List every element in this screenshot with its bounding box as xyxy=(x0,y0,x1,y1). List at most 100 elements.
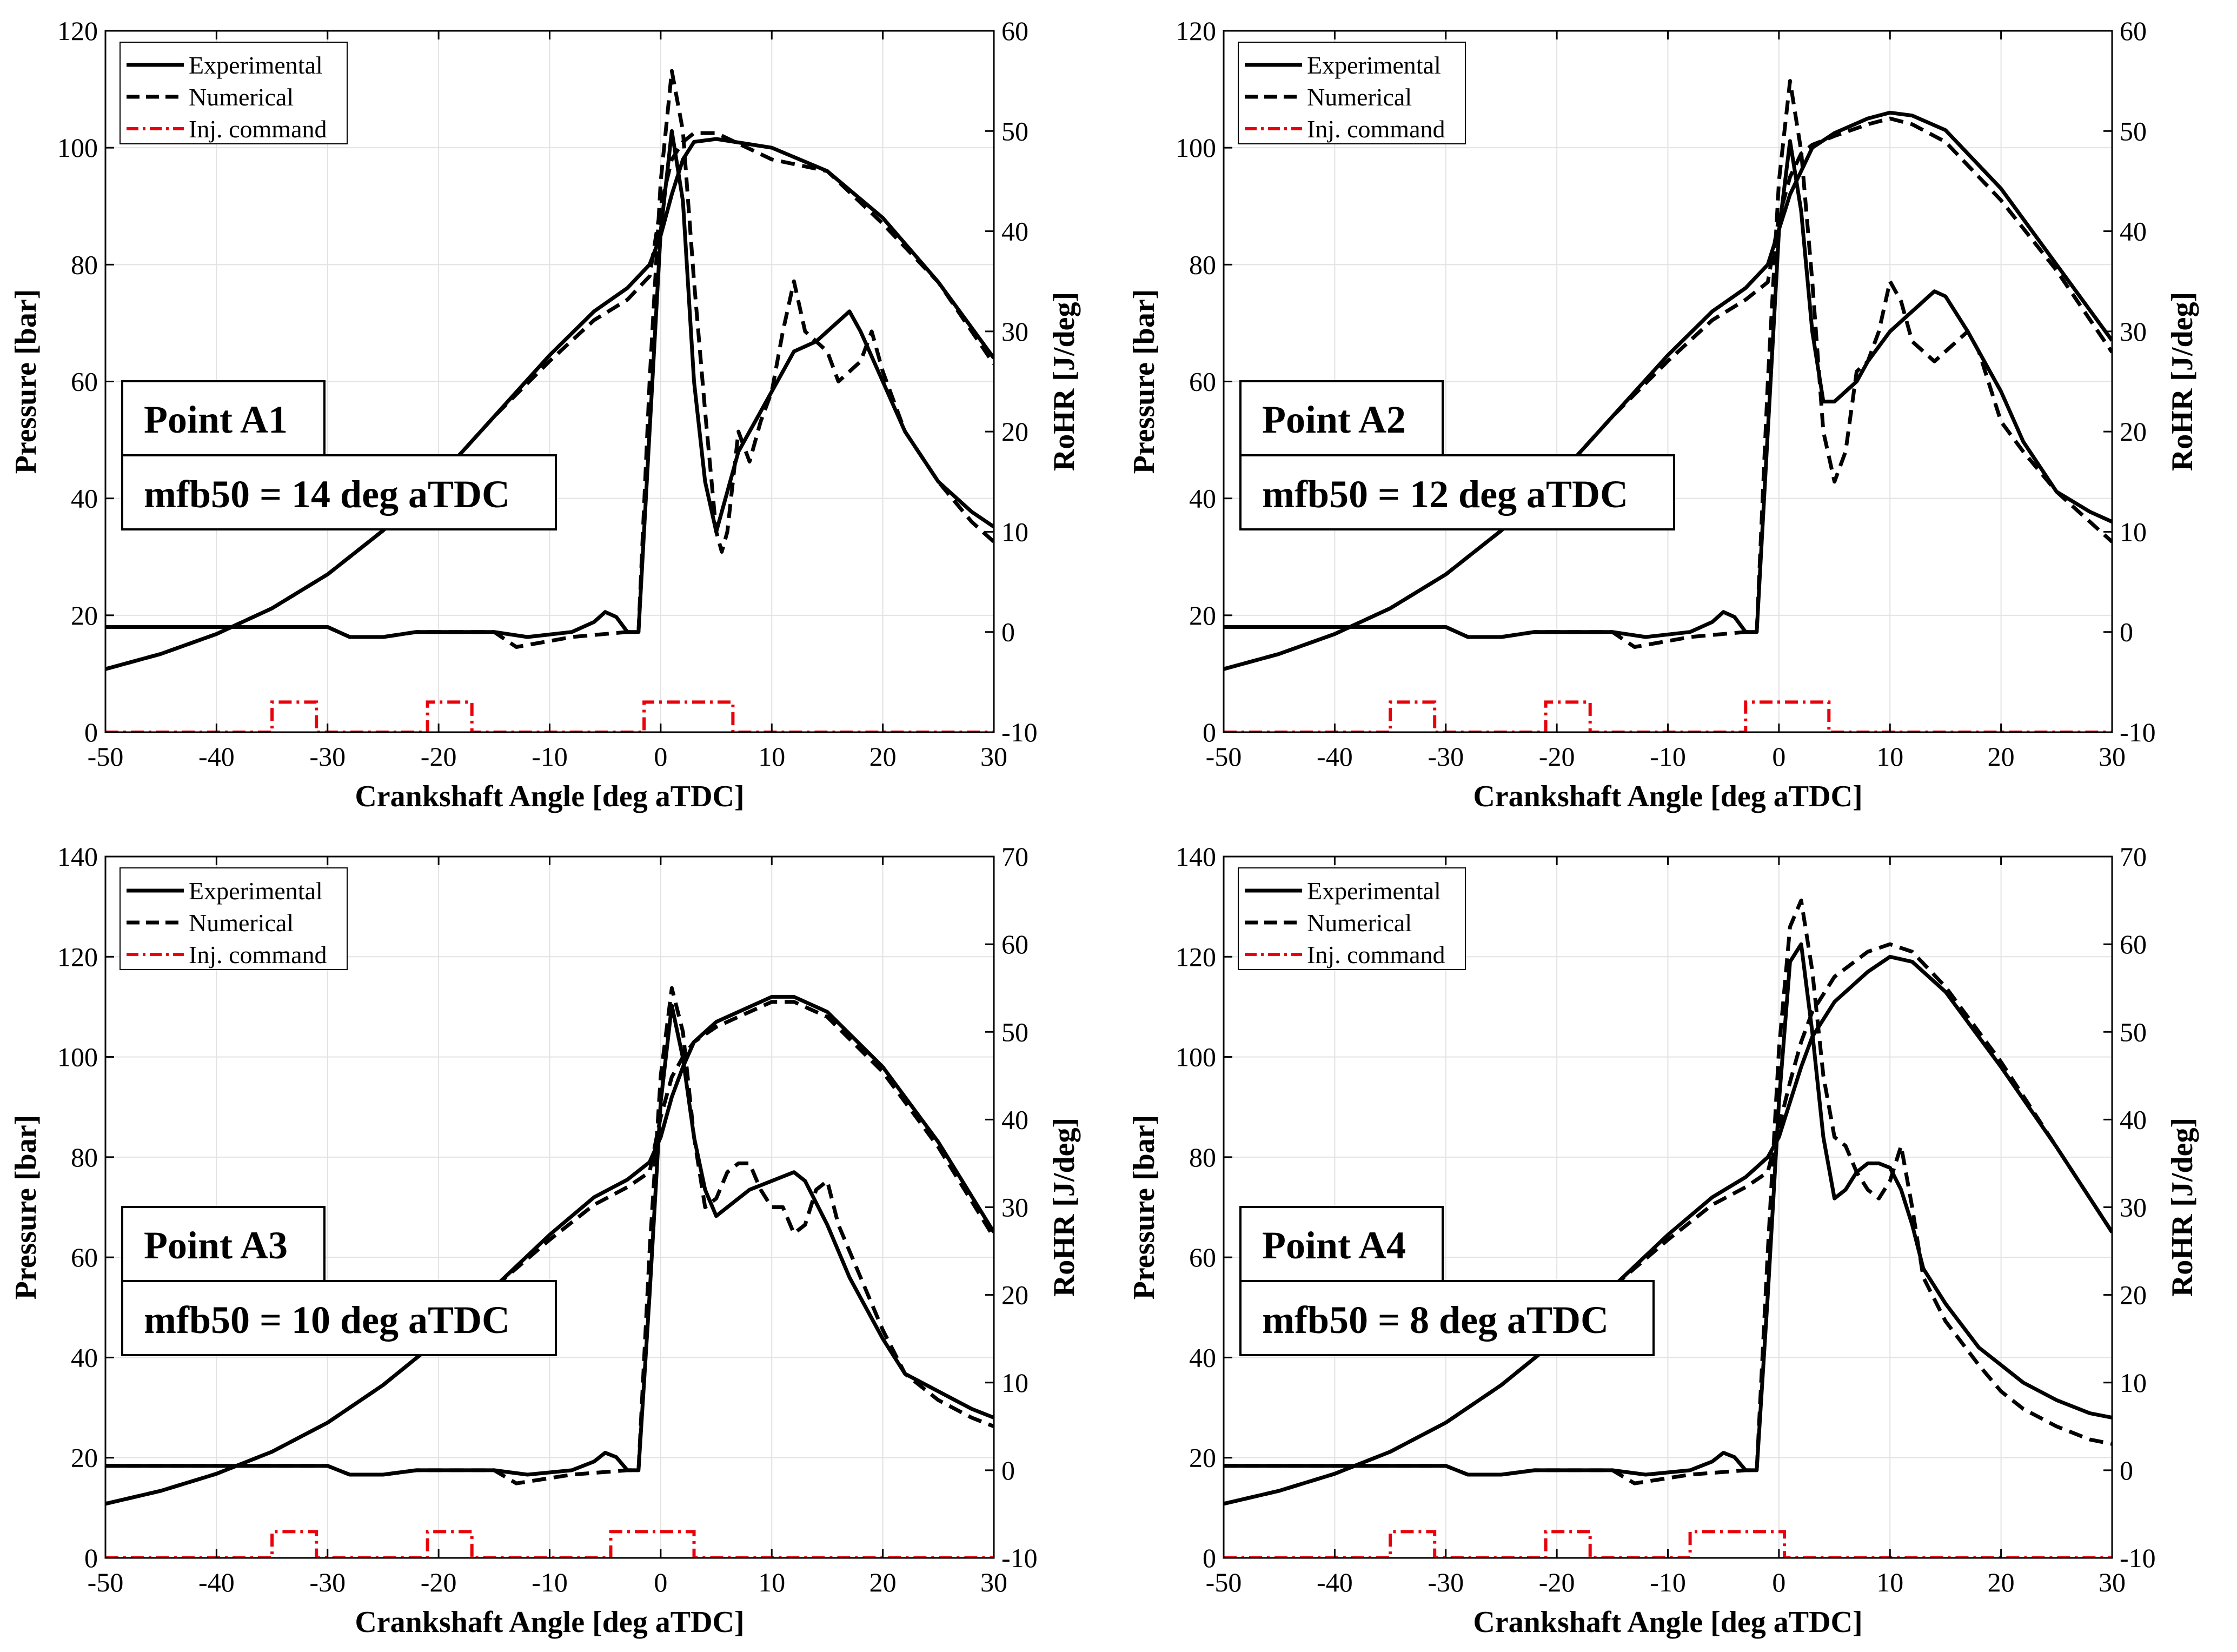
ticks: -50 -40 -30 -20 -10 0 10 20 30020406080100120140… xyxy=(1176,841,2156,1597)
x-tick-label: -50 xyxy=(88,1567,124,1597)
x-tick-label: -20 xyxy=(1539,1567,1575,1597)
series-pressure-experimental xyxy=(1224,954,2112,1506)
ticks: -50 -40 -30 -20 -10 0 10 20 30020406080100120-10… xyxy=(1176,16,2156,772)
mfb50-label: mfb50 = 12 deg aTDC xyxy=(1262,473,1628,516)
mfb50-label: mfb50 = 8 deg aTDC xyxy=(1262,1298,1609,1342)
y2-tick-label: 30 xyxy=(2120,316,2147,347)
y-tick-label: 40 xyxy=(71,1342,98,1372)
series-injection-command xyxy=(105,1530,994,1558)
y-tick-label: 100 xyxy=(57,132,98,163)
y2-tick-label: 20 xyxy=(2120,416,2147,447)
series-group xyxy=(105,69,994,732)
y-tick-label: 40 xyxy=(71,483,98,514)
point-label: Point A2 xyxy=(1262,398,1406,441)
mfb50-label: mfb50 = 10 deg aTDC xyxy=(144,1298,510,1342)
point-label: Point A3 xyxy=(144,1224,288,1267)
x-tick-label: -30 xyxy=(1428,1567,1464,1597)
chart-panel-a3: -50 -40 -30 -20 -10 0 10 20 30020406080100120140… xyxy=(9,841,1081,1639)
legend-label: Experimental xyxy=(1307,877,1441,905)
y2-tick-label: 40 xyxy=(2120,1104,2147,1134)
y-tick-label: 80 xyxy=(1189,1142,1216,1172)
legend: Experimental Numerical Inj. command xyxy=(120,42,348,144)
x-tick-label: 0 xyxy=(654,741,667,772)
x-tick-label: 30 xyxy=(2099,741,2126,772)
series-rohr-numerical xyxy=(105,69,994,649)
point-label-box xyxy=(1239,1206,1444,1282)
y-axis-label: Pressure [bar] xyxy=(9,289,43,474)
point-label: Point A4 xyxy=(1262,1224,1406,1267)
y2-tick-label: 40 xyxy=(1001,1104,1028,1134)
y2-tick-label: 20 xyxy=(1001,1280,1028,1310)
y2-tick-label: -10 xyxy=(2120,717,2156,747)
mfb50-label-box xyxy=(121,454,557,530)
chart-panel-a1: -50 -40 -30 -20 -10 0 10 20 30020406080100120-10… xyxy=(9,16,1081,813)
y2-tick-label: 10 xyxy=(1001,516,1028,547)
legend-label: Numerical xyxy=(189,83,294,111)
y2-tick-label: 50 xyxy=(2120,1017,2147,1047)
chart-panel-a2: -50 -40 -30 -20 -10 0 10 20 30020406080100120-10… xyxy=(1127,16,2199,813)
x-tick-label: 20 xyxy=(869,1567,897,1597)
x-tick-label: 30 xyxy=(980,1567,1007,1597)
legend-label: Experimental xyxy=(189,877,323,905)
legend-label: Experimental xyxy=(189,51,323,79)
series-group xyxy=(1224,79,2112,732)
series-rohr-experimental xyxy=(105,129,994,639)
y-tick-label: 60 xyxy=(1189,1242,1216,1272)
x-tick-label: 0 xyxy=(1772,741,1785,772)
y2-tick-label: 60 xyxy=(1001,929,1028,959)
y-tick-label: 20 xyxy=(1189,600,1216,631)
x-tick-label: -40 xyxy=(1317,741,1353,772)
x-tick-label: -10 xyxy=(1650,741,1686,772)
x-tick-label: -10 xyxy=(532,1567,568,1597)
series-group xyxy=(1224,898,2112,1558)
y-tick-label: 120 xyxy=(57,16,98,46)
y-tick-label: 140 xyxy=(1176,841,1216,872)
y2-tick-label: 0 xyxy=(2120,1455,2133,1485)
y2-tick-label: 70 xyxy=(2120,841,2147,872)
series-pressure-experimental xyxy=(105,137,994,671)
series-rohr-experimental xyxy=(1224,942,2112,1477)
y-tick-label: 60 xyxy=(1189,367,1216,397)
y2-tick-label: 10 xyxy=(1001,1368,1028,1398)
x-tick-label: -20 xyxy=(421,741,457,772)
y2-tick-label: 30 xyxy=(1001,1192,1028,1223)
y-tick-label: 140 xyxy=(57,841,98,872)
point-label-box xyxy=(1239,380,1444,456)
x-axis-label: Crankshaft Angle [deg aTDC] xyxy=(1473,780,1862,813)
y2-tick-label: -10 xyxy=(1001,1543,1038,1573)
legend-box xyxy=(120,867,348,970)
series-pressure-experimental xyxy=(105,994,994,1506)
y-axis-label: Pressure [bar] xyxy=(1127,289,1161,474)
legend-label: Numerical xyxy=(189,909,294,937)
legend-box xyxy=(1238,867,1466,970)
x-tick-label: -10 xyxy=(1650,1567,1686,1597)
mfb50-label-box xyxy=(1239,454,1675,530)
series-group xyxy=(105,986,994,1558)
mfb50-label-box xyxy=(1239,1280,1655,1356)
x-tick-label: 0 xyxy=(1772,1567,1785,1597)
x-tick-label: -40 xyxy=(1317,1567,1353,1597)
y2-tick-label: 30 xyxy=(2120,1192,2147,1223)
y-tick-label: 80 xyxy=(1189,249,1216,280)
legend-label: Inj. command xyxy=(1307,115,1445,143)
y-tick-label: 0 xyxy=(1203,1543,1216,1573)
y-tick-label: 60 xyxy=(71,1242,98,1272)
x-tick-label: -40 xyxy=(198,741,235,772)
x-tick-label: 0 xyxy=(654,1567,667,1597)
series-pressure-numerical xyxy=(1224,116,2112,671)
series-rohr-experimental xyxy=(1224,139,2112,639)
y2-tick-label: 60 xyxy=(2120,929,2147,959)
x-tick-label: 10 xyxy=(1876,1567,1903,1597)
y-tick-label: 120 xyxy=(1176,941,1216,972)
y-tick-label: 20 xyxy=(71,1443,98,1473)
x-axis-label: Crankshaft Angle [deg aTDC] xyxy=(355,1605,744,1639)
legend: Experimental Numerical Inj. command xyxy=(1238,42,1466,144)
y2-axis-label: RoHR [J/deg] xyxy=(1047,1118,1081,1297)
x-tick-label: -20 xyxy=(1539,741,1575,772)
mfb50-label-box xyxy=(121,1280,557,1356)
y-axis-label: Pressure [bar] xyxy=(9,1115,43,1300)
series-rohr-experimental xyxy=(105,1004,994,1477)
y2-axis-label: RoHR [J/deg] xyxy=(2166,1118,2199,1297)
y2-tick-label: 0 xyxy=(1001,617,1015,647)
